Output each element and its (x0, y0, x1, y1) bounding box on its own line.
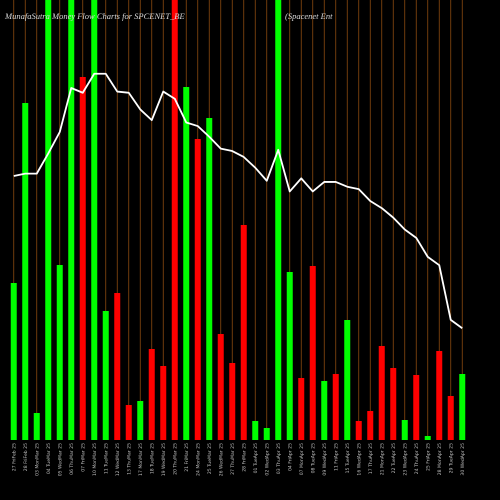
x-tick-label: 11 FriApr 25 (333, 443, 339, 471)
chart-subtitle: (Spacenet Ent (285, 11, 333, 21)
x-tick-label: 13 ThuMar 25 (126, 443, 132, 475)
x-tick-label: 24 ThuApr 25 (414, 443, 420, 474)
x-tick-label: 25 FriApr 25 (425, 443, 431, 471)
x-tick-label: 26 WedMar 25 (218, 443, 224, 476)
money-flow-bar (275, 0, 282, 440)
money-flow-bar (10, 283, 17, 440)
money-flow-bar (125, 405, 132, 440)
x-tick-label: 07 FriMar 25 (80, 443, 86, 472)
x-tick-label: 25 TueMar 25 (207, 443, 213, 474)
x-tick-label: 28 FriFeb 25 (23, 443, 29, 471)
price-line-layer (13, 72, 463, 329)
money-flow-bar (79, 77, 86, 440)
money-flow-bar (459, 374, 466, 440)
money-flow-bar (206, 118, 213, 440)
money-flow-bar (332, 374, 339, 440)
money-flow-bar (298, 378, 305, 440)
money-flow-bar (367, 411, 374, 440)
money-flow-bar (137, 401, 144, 440)
money-flow-bar (344, 320, 351, 440)
x-tick-label: 09 WedApr 25 (322, 443, 328, 476)
money-flow-bar (160, 366, 167, 440)
money-flow-bar (194, 139, 201, 440)
money-flow-bar (45, 0, 52, 440)
money-flow-bar (33, 413, 40, 440)
money-flow-bar (355, 421, 362, 440)
x-tick-label: 03 ThuApr 25 (276, 443, 282, 474)
x-tick-label: 28 FriMar 25 (241, 443, 247, 472)
x-tick-label: 24 MonMar 25 (195, 443, 201, 476)
x-tick-label: 21 FriMar 25 (184, 443, 190, 472)
x-tick-label: 05 WedMar 25 (57, 443, 63, 476)
money-flow-bar (436, 351, 443, 440)
money-flow-bar (102, 311, 109, 440)
x-tick-label: 22 TueApr 25 (391, 443, 397, 473)
money-flow-bar (378, 346, 385, 440)
x-tick-label: 02 WedApr 25 (264, 443, 270, 476)
x-tick-label: 06 ThuMar 25 (69, 443, 75, 475)
bar-layer (10, 0, 466, 440)
money-flow-bar (171, 0, 178, 440)
money-flow-bar (22, 103, 29, 440)
x-tick-label: 29 TueApr 25 (448, 443, 454, 473)
x-tick-label: 27 ThuMar 25 (230, 443, 236, 475)
money-flow-bar (390, 368, 397, 440)
money-flow-bar (286, 272, 293, 440)
chart-title: MunafaSutra Money Flow Charts for SPCENE… (4, 11, 185, 21)
x-tick-label: 08 TueApr 25 (310, 443, 316, 473)
money-flow-bar (263, 428, 270, 440)
money-flow-bar (68, 0, 75, 440)
x-tick-label: 20 ThuMar 25 (172, 443, 178, 475)
x-tick-label: 16 WedApr 25 (356, 443, 362, 476)
money-flow-bar (447, 396, 454, 440)
money-flow-bar (183, 87, 190, 440)
x-tick-label: 11 TueMar 25 (103, 443, 109, 474)
x-tick-label: 27 FriFeb 25 (11, 443, 17, 471)
x-tick-layer: 27 FriFeb 25 28 FriFeb 25 03 MonMar 25 04 T… (11, 443, 466, 476)
x-tick-label: 01 TueApr 25 (253, 443, 259, 473)
money-flow-bar (401, 420, 408, 440)
x-tick-label: 03 MonMar 25 (34, 443, 40, 476)
money-flow-bar (252, 421, 259, 440)
x-tick-label: 12 WedMar 25 (115, 443, 121, 476)
money-flow-bar (148, 349, 155, 440)
money-flow-bar (240, 225, 247, 440)
x-tick-label: 07 MonApr 25 (299, 443, 305, 475)
money-flow-bar (91, 0, 98, 440)
x-tick-label: 04 FriApr 25 (287, 443, 293, 471)
money-flow-bar (114, 293, 121, 440)
x-tick-label: 21 MonApr 25 (379, 443, 385, 475)
money-flow-bar (309, 266, 316, 440)
price-line (13, 72, 463, 329)
money-flow-bar (321, 381, 328, 440)
money-flow-bar (424, 436, 431, 440)
x-tick-label: 17 MonMar 25 (138, 443, 144, 476)
money-flow-bar (56, 265, 63, 440)
x-tick-label: 10 MonMar 25 (92, 443, 98, 476)
x-tick-label: 04 TueMar 25 (46, 443, 52, 474)
x-tick-label: 19 WedMar 25 (161, 443, 167, 476)
x-tick-label: 30 WedApr 25 (460, 443, 466, 476)
x-tick-label: 17 ThuApr 25 (368, 443, 374, 474)
money-flow-bar (413, 375, 420, 440)
money-flow-bar (229, 363, 236, 440)
x-tick-label: 28 MonApr 25 (437, 443, 443, 475)
x-tick-label: 18 TueMar 25 (149, 443, 155, 474)
x-tick-label: 23 WedApr 25 (402, 443, 408, 476)
x-tick-label: 15 TueApr 25 (345, 443, 351, 473)
money-flow-bar (217, 334, 224, 440)
